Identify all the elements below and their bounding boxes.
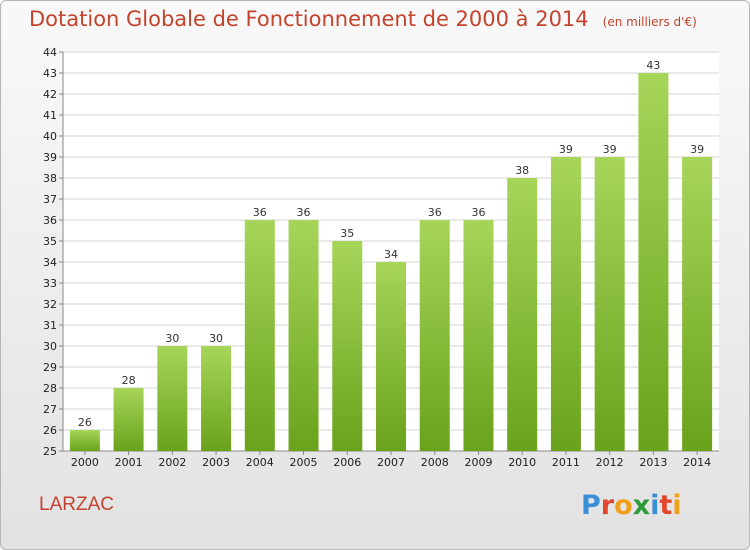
y-tick-label: 41 [43,109,57,122]
bar [69,430,100,451]
bar-value-label: 35 [340,227,354,240]
bar-value-label: 39 [559,143,573,156]
bar [201,346,232,451]
y-tick-label: 25 [43,445,57,458]
y-tick-label: 43 [43,67,57,80]
bar-value-label: 36 [471,206,485,219]
y-tick-label: 29 [43,361,57,374]
bar [288,220,319,451]
commune-name: LARZAC [39,494,114,515]
logo-letter: x [632,490,651,521]
y-tick-label: 34 [43,256,57,269]
y-tick-label: 28 [43,382,57,395]
logo-letter: o [614,490,633,521]
bar-value-label: 39 [690,143,704,156]
y-tick-label: 33 [43,277,57,290]
x-tick-label: 2005 [290,456,318,469]
logo-letter: P [581,490,601,521]
bar-value-label: 36 [428,206,442,219]
bar [507,178,538,451]
x-tick-label: 2002 [158,456,186,469]
bar [682,157,713,451]
chart-subtitle: (en milliers d'€) [602,15,697,29]
y-tick-label: 44 [43,46,57,59]
x-tick-label: 2009 [464,456,492,469]
bar [113,388,144,451]
bar-value-label: 30 [209,332,223,345]
bar-value-label: 43 [646,59,660,72]
y-tick-label: 42 [43,88,57,101]
x-tick-label: 2011 [552,456,580,469]
x-tick-label: 2008 [421,456,449,469]
x-tick-label: 2007 [377,456,405,469]
y-tick-label: 40 [43,130,57,143]
y-tick-label: 32 [43,298,57,311]
bar-value-label: 38 [515,164,529,177]
bar [244,220,275,451]
proxiti-logo: Proxiti [581,490,682,521]
x-tick-label: 2001 [115,456,143,469]
bar-value-label: 30 [165,332,179,345]
logo-letter: i [672,490,682,521]
y-tick-label: 36 [43,214,57,227]
chart-title: Dotation Globale de Fonctionnement de 20… [29,7,697,31]
bar [594,157,625,451]
bar-value-label: 36 [253,206,267,219]
x-tick-label: 2000 [71,456,99,469]
y-tick-label: 30 [43,340,57,353]
y-tick-label: 26 [43,424,57,437]
bar [638,73,669,451]
bar-value-label: 34 [384,248,398,261]
logo-letter: t [659,490,673,521]
bar [419,220,450,451]
x-tick-label: 2006 [333,456,361,469]
y-tick-label: 37 [43,193,57,206]
bar-value-label: 26 [78,416,92,429]
logo-letter: i [650,490,660,521]
x-tick-label: 2012 [596,456,624,469]
bar [550,157,581,451]
y-tick-label: 38 [43,172,57,185]
bar [376,262,406,451]
x-tick-label: 2003 [202,456,230,469]
bar [332,241,363,451]
y-tick-label: 39 [43,151,57,164]
x-tick-label: 2010 [508,456,536,469]
logo-letter: r [600,490,615,521]
chart-title-text: Dotation Globale de Fonctionnement de 20… [29,7,589,31]
x-tick-label: 2004 [246,456,274,469]
x-tick-label: 2013 [639,456,667,469]
bar-value-label: 39 [603,143,617,156]
bar [463,220,494,451]
y-tick-label: 35 [43,235,57,248]
bar-value-label: 36 [297,206,311,219]
y-tick-label: 31 [43,319,57,332]
bar-value-label: 28 [122,374,136,387]
bar [157,346,188,451]
y-tick-label: 27 [43,403,57,416]
x-tick-label: 2014 [683,456,711,469]
